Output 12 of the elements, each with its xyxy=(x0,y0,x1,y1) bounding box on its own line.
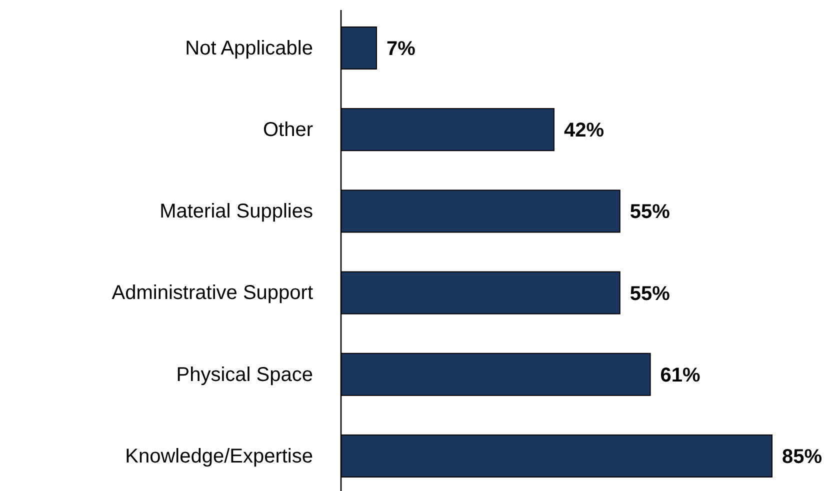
y-tick-label: Knowledge/Expertise xyxy=(125,445,313,468)
data-label: 42% xyxy=(564,120,604,142)
data-label: 7% xyxy=(386,38,416,60)
data-label: 61% xyxy=(660,364,701,386)
data-label: 55% xyxy=(630,201,670,224)
y-tick-label: Administrative Support xyxy=(112,282,314,304)
data-label: 55% xyxy=(630,282,670,305)
y-tick-label: Other xyxy=(262,119,314,142)
y-tick-label: Material Supplies xyxy=(160,200,313,223)
data-label: 85% xyxy=(782,446,822,468)
y-tick-label: Not Applicable xyxy=(185,37,313,60)
y-tick-label: Physical Space xyxy=(176,364,313,386)
